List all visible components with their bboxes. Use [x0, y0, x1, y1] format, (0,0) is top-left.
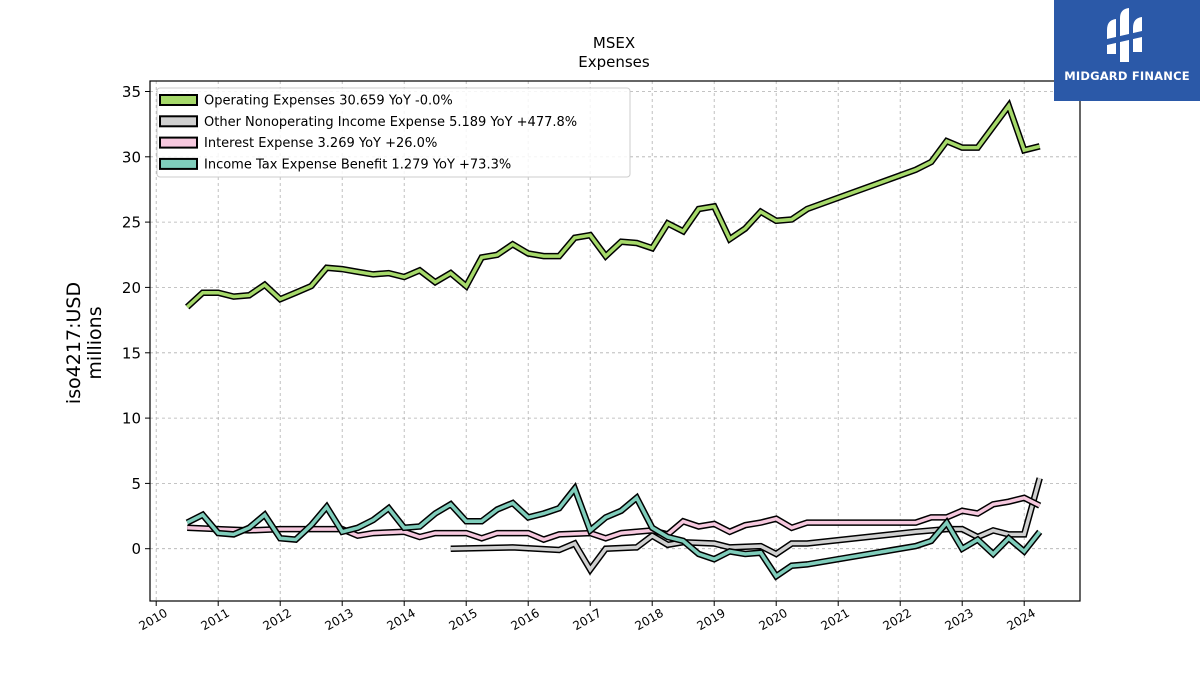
legend-swatch [159, 115, 198, 128]
legend-swatch [159, 157, 198, 170]
y-tick-label: 30 [122, 148, 141, 166]
y-tick-label: 20 [122, 279, 141, 297]
y-axis-label-line2: millions [84, 306, 106, 379]
x-tick-label: 2020 [756, 606, 789, 633]
midgard-logo-icon [1107, 8, 1142, 62]
plot-area-frame [149, 80, 1081, 602]
x-tick-label: 2011 [198, 606, 231, 633]
x-tick-label: 2024 [1004, 606, 1037, 633]
x-tick-label: 2014 [384, 606, 417, 633]
y-tick-label: 5 [131, 475, 141, 493]
x-tick-label: 2017 [570, 606, 603, 633]
x-tick-label: 2016 [508, 606, 541, 633]
legend-entry: Other Nonoperating Income Expense 5.189 … [204, 115, 577, 130]
y-tick-label: 10 [122, 410, 141, 428]
x-tick-label: 2018 [632, 606, 665, 633]
y-tick-label: 15 [122, 344, 141, 362]
series-line [185, 482, 1043, 581]
legend: Operating Expenses 30.659 YoY -0.0% Other… [156, 87, 631, 178]
series-stroke [186, 102, 1041, 309]
series-line [187, 494, 1042, 544]
legend-swatch [159, 136, 198, 149]
series-stroke [450, 477, 1042, 573]
y-tick-label: 0 [131, 540, 141, 558]
x-tick-label: 2019 [694, 606, 727, 633]
x-tick-label: 2021 [818, 606, 851, 633]
legend-box [156, 87, 631, 178]
series-stroke [187, 495, 1041, 542]
legend-entry: Income Tax Expense Benefit 1.279 YoY +73… [204, 157, 511, 172]
x-tick-label: 2015 [446, 606, 479, 633]
series-line [184, 98, 1041, 310]
brand-name: MIDGARD FINANCE [1064, 69, 1190, 83]
y-tick-label: 25 [122, 214, 141, 232]
legend-entry: Interest Expense 3.269 YoY +26.0% [204, 136, 437, 151]
chart-title: MSEX [593, 34, 635, 52]
x-tick-label: 2012 [260, 606, 293, 633]
x-tick-label: 2013 [322, 606, 355, 633]
y-axis-label-line1: iso4217:USD [63, 282, 85, 404]
series-stroke [186, 485, 1042, 579]
series-line [450, 477, 1043, 576]
x-tick-label: 2010 [136, 606, 169, 633]
series-lines [184, 98, 1043, 581]
x-tick-label: 2023 [942, 606, 975, 633]
legend-swatch [159, 94, 198, 106]
chart-subtitle: Expenses [578, 53, 650, 71]
y-tick-label: 35 [122, 83, 141, 101]
legend-entry: Operating Expenses 30.659 YoY -0.0% [204, 94, 453, 109]
midgard-finance-logo: MIDGARD FINANCE [1054, 0, 1200, 101]
x-tick-label: 2022 [880, 606, 913, 633]
